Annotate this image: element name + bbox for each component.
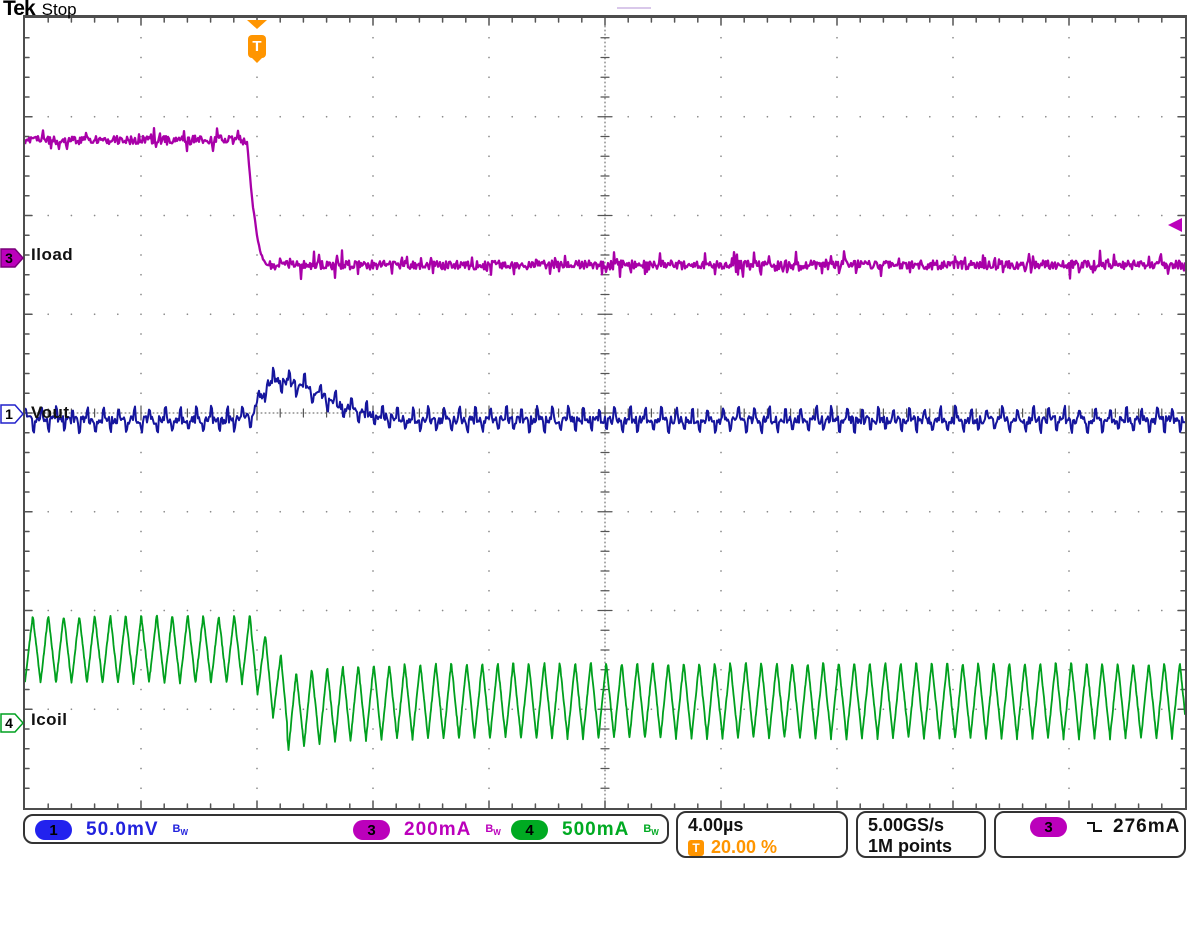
channel-4-label: Icoil [31,710,68,729]
ch1-badge: 1 [35,820,72,840]
ch4-badge: 4 [511,820,548,840]
trigger-source-badge: 3 [1030,817,1067,837]
ch1-scale: 50.0mV [86,819,159,840]
channel-4-marker-shape [0,713,25,733]
ch1-bandwidth-icon: BW [172,822,189,838]
trigger-position-arrow-icon [247,20,267,29]
ch4-readout: 4 500mA BW [511,819,659,841]
channel-3-marker-shape [0,248,25,268]
trigger-position-icon: T [688,839,704,856]
channel-3-marker-number: 3 [5,250,13,266]
header: Tek Stop [3,0,77,21]
tek-logo: Tek [3,0,36,20]
trigger-level-arrow[interactable] [1168,218,1183,232]
ch3-scale: 200mA [404,819,472,840]
border-ticks [25,18,1185,808]
record-length: 1M points [868,836,952,856]
trigger-t-badge-letter: T [252,38,262,55]
channel-1-label: Vout [31,403,70,422]
trigger-position-marker[interactable]: T [245,17,269,63]
trigger-t-badge-point [252,58,262,63]
channel-1-marker[interactable]: 1 [0,403,25,425]
ch1-readout: 1 50.0mV BW [35,819,188,841]
channel-1-marker-number: 1 [5,406,13,422]
ch4-scale: 500mA [562,819,630,840]
acquisition-readout-box: 5.00GS/s 1M points [856,811,986,858]
icoil-trace [25,614,1185,751]
channel-3-marker[interactable]: 3 [0,247,25,269]
channel-3-label: Iload [31,245,74,264]
trigger-readout-box: 3 276mA [994,811,1186,858]
ch3-bandwidth-icon: BW [485,822,501,838]
channel-4-marker-number: 4 [5,715,13,731]
trigger-t-badge: T [248,35,266,58]
graticule [23,15,1187,810]
ch4-bandwidth-icon: BW [643,822,659,838]
waveform-traces [25,126,1185,751]
sample-rate: 5.00GS/s [868,815,945,835]
ch3-readout: 3 200mA BW [353,819,501,841]
iload-trace [25,126,1185,281]
acquisition-status: Stop [41,0,77,19]
top-decoration-line [617,7,651,9]
vout-trace [25,366,1185,435]
timebase-scale: 4.00µs [688,815,744,835]
trigger-level-value: 276mA [1113,816,1181,837]
falling-edge-icon [1087,822,1102,832]
channel-1-marker-shape [0,404,25,424]
trigger-position-percent: 20.00 % [711,837,778,857]
timebase-readout-box: 4.00µs T 20.00 % [676,811,848,858]
ch3-badge: 3 [353,820,390,840]
channel-4-marker[interactable]: 4 [0,712,25,734]
channel-readouts-box: 1 50.0mV BW 3 200mA BW 4 500mA BW [23,814,669,844]
